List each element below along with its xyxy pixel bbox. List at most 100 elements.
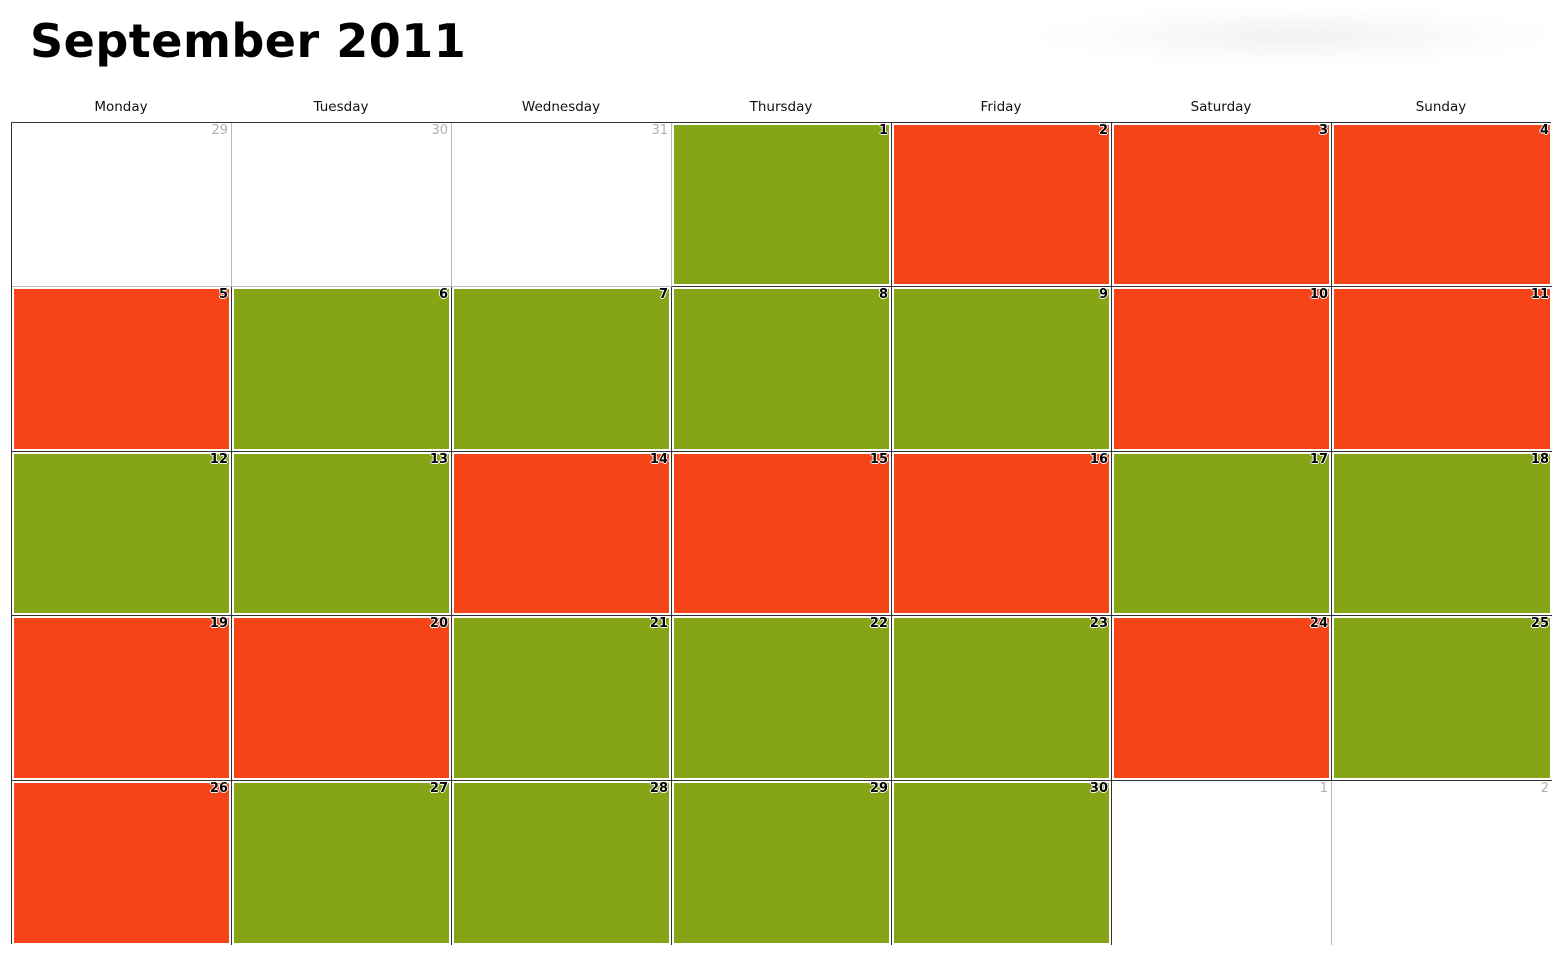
day-status-red-fill (1114, 289, 1329, 449)
calendar-day-cell[interactable]: 24 (1112, 616, 1332, 781)
day-number: 8 (878, 287, 888, 303)
calendar-day-cell[interactable]: 1 (672, 123, 892, 288)
day-number: 12 (209, 451, 228, 467)
calendar-day-cell[interactable]: 16 (892, 451, 1112, 617)
day-number: 6 (438, 287, 448, 303)
day-number: 23 (1089, 616, 1108, 632)
day-number: 18 (1530, 451, 1549, 467)
day-number: 21 (649, 616, 668, 632)
calendar-day-cell[interactable]: 26 (12, 780, 232, 945)
calendar-day-cell-outside-month[interactable]: 1 (1112, 780, 1332, 945)
weekday-monday: Monday (94, 99, 148, 115)
calendar-day-cell[interactable]: 13 (232, 451, 452, 617)
calendar-day-cell[interactable]: 23 (892, 616, 1112, 781)
day-status-green-fill (894, 618, 1109, 778)
day-status-green-fill (1334, 453, 1550, 614)
day-number: 29 (211, 123, 228, 138)
calendar-day-cell-outside-month[interactable]: 2 (1332, 780, 1552, 945)
weekday-wednesday: Wednesday (521, 99, 601, 115)
day-number: 11 (1530, 287, 1549, 303)
day-status-green-fill (674, 125, 889, 285)
calendar-day-cell[interactable]: 5 (12, 287, 232, 452)
calendar-day-cell-outside-month[interactable]: 31 (452, 123, 672, 288)
day-number: 17 (1309, 451, 1328, 467)
calendar-day-cell[interactable]: 4 (1332, 123, 1552, 288)
day-status-red-fill (1334, 125, 1550, 285)
weekday-saturday: Saturday (1190, 99, 1252, 115)
day-number: 4 (1539, 123, 1549, 138)
calendar-day-cell[interactable]: 21 (452, 616, 672, 781)
day-number: 15 (869, 451, 888, 467)
day-status-red-fill (1114, 618, 1329, 778)
calendar-day-cell[interactable]: 22 (672, 616, 892, 781)
calendar-day-cell[interactable]: 29 (672, 780, 892, 945)
calendar-day-cell[interactable]: 28 (452, 780, 672, 945)
calendar-day-cell[interactable]: 7 (452, 287, 672, 452)
day-status-red-fill (1114, 125, 1329, 285)
day-number: 5 (218, 287, 228, 303)
day-number: 1 (1319, 780, 1328, 796)
day-status-green-fill (894, 782, 1109, 943)
day-status-green-fill (674, 782, 889, 943)
day-status-green-fill (894, 289, 1109, 449)
calendar-day-cell[interactable]: 9 (892, 287, 1112, 452)
calendar-day-cell[interactable]: 19 (12, 616, 232, 781)
day-status-green-fill (454, 618, 669, 778)
day-number: 9 (1098, 287, 1108, 303)
day-number: 31 (651, 123, 668, 138)
day-number: 2 (1540, 780, 1549, 796)
day-number: 27 (429, 780, 448, 796)
calendar-day-cell[interactable]: 17 (1112, 451, 1332, 617)
day-status-green-fill (1334, 618, 1550, 778)
calendar-day-cell[interactable]: 11 (1332, 287, 1552, 452)
day-number: 2 (1098, 123, 1108, 138)
day-number: 1 (878, 123, 888, 138)
day-status-green-fill (1114, 453, 1329, 614)
calendar-day-cell[interactable]: 25 (1332, 616, 1552, 781)
calendar-day-cell[interactable]: 6 (232, 287, 452, 452)
calendar-day-cell[interactable]: 8 (672, 287, 892, 452)
calendar-day-cell[interactable]: 30 (892, 780, 1112, 945)
day-number: 29 (869, 780, 888, 796)
weekday-sunday: Sunday (1415, 99, 1467, 115)
day-number: 14 (649, 451, 668, 467)
calendar-day-cell[interactable]: 15 (672, 451, 892, 617)
day-status-green-fill (454, 289, 669, 449)
calendar-day-cell-outside-month[interactable]: 29 (12, 123, 232, 288)
day-status-red-fill (14, 289, 229, 449)
calendar-day-cell[interactable]: 12 (12, 451, 232, 617)
day-number: 19 (209, 616, 228, 632)
calendar-day-cell[interactable]: 18 (1332, 451, 1552, 617)
day-status-red-fill (14, 782, 229, 943)
day-number: 24 (1309, 616, 1328, 632)
calendar-day-cell[interactable]: 14 (452, 451, 672, 617)
day-status-green-fill (454, 782, 669, 943)
day-status-red-fill (234, 618, 449, 778)
weekday-friday: Friday (980, 99, 1022, 115)
day-number: 16 (1089, 451, 1108, 467)
calendar-day-cell[interactable]: 27 (232, 780, 452, 945)
calendar-day-cell[interactable]: 2 (892, 123, 1112, 288)
blurred-background-smudge (1040, 6, 1550, 66)
day-number: 25 (1530, 616, 1549, 632)
day-status-green-fill (674, 618, 889, 778)
calendar-day-cell[interactable]: 10 (1112, 287, 1332, 452)
day-status-red-fill (894, 125, 1109, 285)
day-number: 28 (649, 780, 668, 796)
day-status-red-fill (894, 453, 1109, 614)
day-number: 7 (658, 287, 668, 303)
day-number: 3 (1318, 123, 1328, 138)
day-status-green-fill (234, 289, 449, 449)
day-number: 13 (429, 451, 448, 467)
calendar-day-cell[interactable]: 20 (232, 616, 452, 781)
day-status-red-fill (14, 618, 229, 778)
day-status-green-fill (234, 782, 449, 943)
calendar-day-cell-outside-month[interactable]: 30 (232, 123, 452, 288)
day-number: 30 (1089, 780, 1108, 796)
day-status-red-fill (1334, 289, 1550, 449)
weekday-header-row: Monday Tuesday Wednesday Thursday Friday… (11, 96, 1551, 118)
calendar-day-cell[interactable]: 3 (1112, 123, 1332, 288)
day-status-red-fill (454, 453, 669, 614)
day-status-red-fill (674, 453, 889, 614)
day-status-green-fill (674, 289, 889, 449)
